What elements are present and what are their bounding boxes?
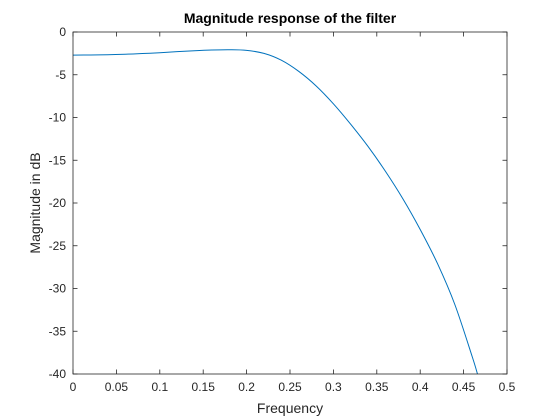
- x-tick-label: 0.25: [278, 380, 302, 394]
- x-tick-label: 0.15: [192, 380, 216, 394]
- y-tick-label: -30: [49, 282, 67, 296]
- ticks-layer: 0 0.05 0.1 0.15 0.2 0.25 0.3 0.35 0.4 0.45 0.5 0 -5 -…: [49, 25, 516, 394]
- x-tick-label: 0.4: [412, 380, 429, 394]
- x-axis-label: Frequency: [257, 400, 323, 416]
- x-tick-label: 0.3: [325, 380, 342, 394]
- y-tick-label: -35: [49, 324, 67, 338]
- axes-box: [72, 31, 508, 375]
- y-tick-label: -20: [49, 196, 67, 210]
- x-tick-label: 0.5: [499, 380, 516, 394]
- y-tick-label: -5: [55, 68, 66, 82]
- x-tick-label: 0.05: [105, 380, 129, 394]
- y-tick-label: -25: [49, 239, 67, 253]
- x-tick-label: 0.2: [238, 380, 255, 394]
- y-axis-label: Magnitude in dB: [27, 152, 43, 253]
- data-layer: [73, 49, 478, 374]
- magnitude-series-line: [73, 49, 478, 374]
- y-tick-label: -40: [49, 367, 67, 381]
- x-tick-label: 0.45: [452, 380, 476, 394]
- plot-area: [73, 32, 507, 374]
- y-tick-label: 0: [59, 25, 66, 39]
- y-tick-label: -15: [49, 153, 67, 167]
- chart-title: Magnitude response of the filter: [184, 10, 397, 26]
- y-tick-label: -10: [49, 111, 67, 125]
- x-tick-label: 0.35: [365, 380, 389, 394]
- x-tick-label: 0.1: [151, 380, 168, 394]
- x-tick-label: 0: [70, 380, 77, 394]
